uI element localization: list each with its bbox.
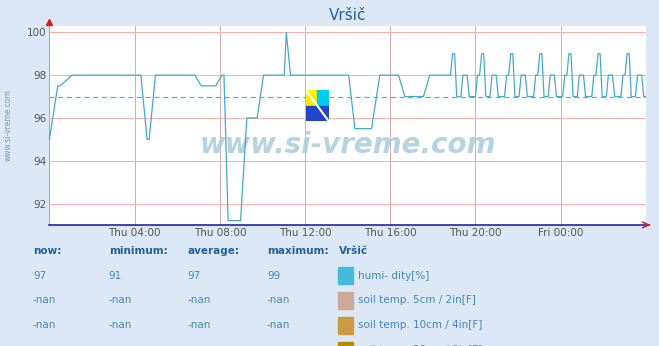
Text: soil temp. 20cm / 8in[F]: soil temp. 20cm / 8in[F] (358, 345, 482, 346)
Text: soil temp. 5cm / 2in[F]: soil temp. 5cm / 2in[F] (358, 295, 476, 306)
Bar (318, 90, 329, 106)
Text: -nan: -nan (188, 345, 211, 346)
Text: -nan: -nan (109, 345, 132, 346)
Text: -nan: -nan (267, 345, 290, 346)
Bar (318, 106, 329, 121)
Text: www.si-vreme.com: www.si-vreme.com (3, 90, 13, 161)
Text: minimum:: minimum: (109, 246, 167, 256)
Text: www.si-vreme.com: www.si-vreme.com (200, 131, 496, 159)
Text: average:: average: (188, 246, 240, 256)
Text: -nan: -nan (109, 295, 132, 306)
Text: 99: 99 (267, 271, 280, 281)
Text: -nan: -nan (33, 320, 56, 330)
Text: -nan: -nan (267, 295, 290, 306)
Text: 97: 97 (33, 271, 46, 281)
Text: -nan: -nan (188, 295, 211, 306)
Text: humi- dity[%]: humi- dity[%] (358, 271, 429, 281)
Text: 97: 97 (188, 271, 201, 281)
Text: 91: 91 (109, 271, 122, 281)
Text: soil temp. 10cm / 4in[F]: soil temp. 10cm / 4in[F] (358, 320, 482, 330)
Text: now:: now: (33, 246, 61, 256)
Title: Vršič: Vršič (329, 8, 366, 24)
Text: Vršič: Vršič (339, 246, 368, 256)
Text: -nan: -nan (109, 320, 132, 330)
Text: -nan: -nan (188, 320, 211, 330)
Text: -nan: -nan (267, 320, 290, 330)
Text: -nan: -nan (33, 295, 56, 306)
Bar (306, 106, 318, 121)
Text: maximum:: maximum: (267, 246, 329, 256)
Bar (306, 90, 318, 106)
Text: -nan: -nan (33, 345, 56, 346)
